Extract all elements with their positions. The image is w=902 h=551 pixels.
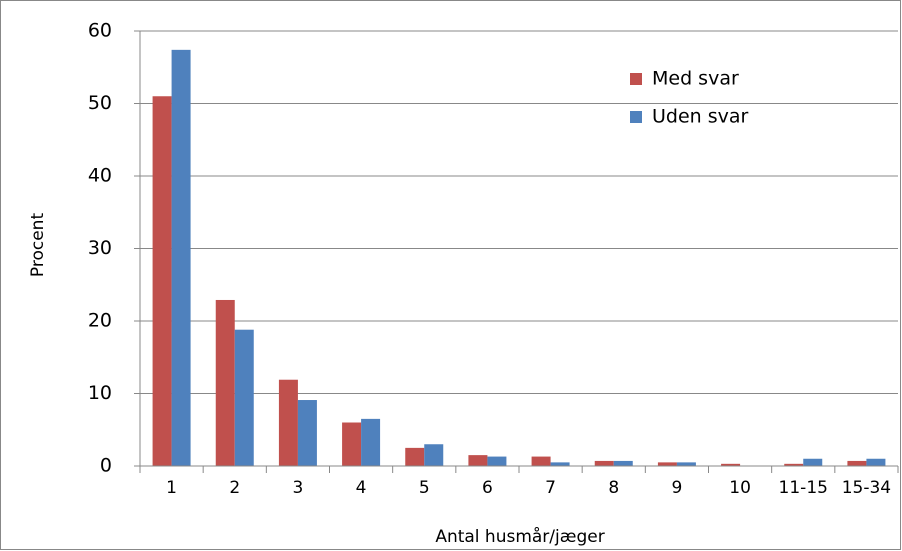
x-tick-label: 8: [608, 478, 619, 498]
legend-label: Uden svar: [652, 106, 749, 128]
bar: [234, 329, 254, 466]
bar: [594, 460, 614, 466]
x-tick-label: 3: [293, 478, 304, 498]
bar: [866, 458, 886, 466]
y-tick-label: 20: [88, 310, 112, 332]
x-axis-label: Antal husmår/jæger: [435, 526, 604, 547]
bar: [424, 444, 444, 466]
bar: [613, 460, 633, 466]
bar: [171, 49, 191, 466]
x-tick-label: 10: [729, 478, 751, 498]
y-tick-label: 30: [88, 237, 112, 259]
x-tick-label: 5: [419, 478, 430, 498]
legend-swatch: [630, 111, 642, 123]
bar: [721, 463, 741, 466]
y-tick-label: 50: [88, 92, 112, 114]
x-tick-label: 2: [229, 478, 240, 498]
bar: [342, 422, 362, 466]
bar: [803, 458, 823, 466]
x-tick-label: 11-15: [779, 478, 828, 498]
bar: [405, 447, 425, 466]
bar: [657, 462, 677, 466]
bar: [361, 418, 381, 466]
bar: [531, 456, 551, 466]
x-tick-label: 15-34: [842, 478, 891, 498]
y-axis-label: Procent: [28, 213, 48, 278]
y-tick-label: 10: [88, 382, 112, 404]
bar: [487, 456, 507, 466]
bar: [550, 462, 570, 466]
x-tick-label: 4: [356, 478, 367, 498]
bar: [784, 463, 804, 466]
y-tick-label: 60: [88, 20, 112, 42]
y-tick-label: 40: [88, 165, 112, 187]
x-tick-label: 9: [672, 478, 683, 498]
bar: [278, 379, 298, 466]
bar: [676, 462, 696, 466]
legend-label: Med svar: [652, 68, 739, 90]
bar: [468, 455, 488, 466]
bar: [297, 400, 317, 466]
x-tick-label: 1: [166, 478, 177, 498]
legend-swatch: [630, 73, 642, 85]
bar: [152, 96, 172, 466]
x-tick-label: 7: [545, 478, 556, 498]
x-tick-label: 6: [482, 478, 493, 498]
bar: [215, 299, 235, 466]
bar: [847, 460, 867, 466]
y-tick-label: 0: [100, 455, 112, 477]
